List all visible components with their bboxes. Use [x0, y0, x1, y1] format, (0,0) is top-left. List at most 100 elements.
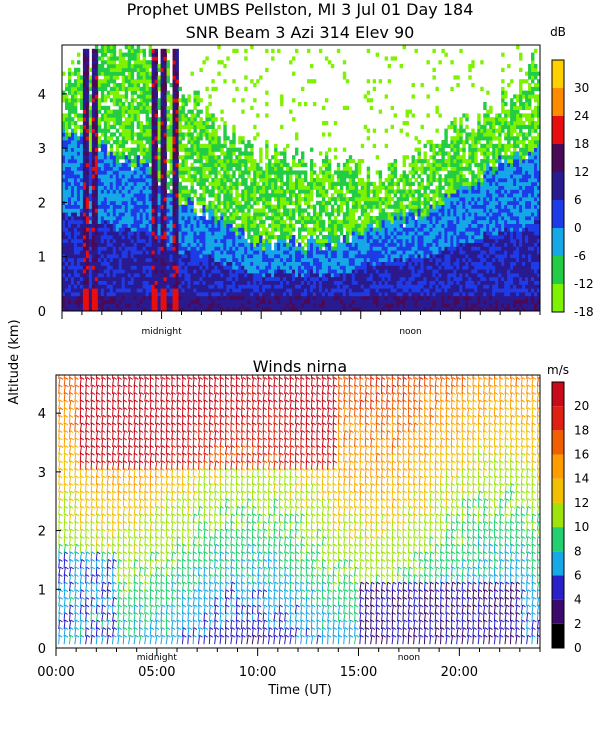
snr-cell — [312, 178, 317, 183]
snr-cell — [130, 67, 135, 72]
snr-cell — [295, 185, 299, 190]
snr-cell — [199, 303, 203, 308]
snr-cell — [163, 113, 167, 118]
snr-cell — [175, 90, 179, 95]
snr-cell — [298, 102, 302, 107]
snr-cell — [166, 174, 170, 179]
snr-cell — [172, 208, 176, 213]
snr-cell — [178, 238, 182, 243]
snr-cell — [109, 113, 114, 118]
snr-cell — [142, 200, 147, 205]
snr-cell — [196, 265, 200, 270]
snr-cell — [298, 273, 302, 278]
snr-cell — [301, 265, 305, 270]
snr-cell — [100, 64, 105, 69]
snr-cell — [106, 265, 111, 270]
snr-cell — [303, 162, 308, 167]
snr-cell — [265, 295, 269, 300]
snr-cell — [181, 227, 185, 232]
snr-cell — [336, 273, 341, 278]
snr-cell — [79, 276, 84, 281]
snr-cell — [133, 284, 138, 289]
snr-cell — [345, 212, 350, 217]
snr-cell — [103, 208, 108, 213]
snr-cell — [196, 303, 200, 308]
snr-cell — [232, 299, 236, 304]
snr-cell — [109, 185, 114, 190]
snr-cell — [121, 295, 126, 300]
snr-cell — [262, 280, 266, 285]
snr-cell — [327, 257, 332, 262]
snr-cell — [181, 303, 185, 308]
snr-cell — [118, 67, 123, 72]
snr-cell — [306, 246, 311, 251]
snr-cell — [262, 227, 266, 232]
snr-cell — [115, 83, 120, 88]
snr-cell — [88, 299, 93, 304]
snr-cell — [259, 307, 263, 311]
snr-cell — [136, 75, 141, 80]
snr-cell — [109, 307, 114, 311]
snr-cell — [318, 295, 323, 300]
snr-cell — [130, 121, 135, 126]
snr-cell — [112, 246, 117, 251]
snr-cell — [109, 90, 114, 95]
snr-cell — [280, 288, 284, 293]
snr-cell — [94, 174, 99, 179]
snr-cell — [253, 288, 257, 293]
snr-cell — [127, 204, 132, 209]
snr-cell — [217, 136, 221, 141]
snr-cell — [178, 265, 182, 270]
snr-cell — [172, 235, 176, 240]
snr-cell — [67, 181, 72, 186]
snr-cell — [67, 231, 72, 236]
snr-cell — [73, 273, 78, 278]
snr-cell — [277, 223, 281, 228]
snr-cell — [142, 242, 147, 247]
snr-cell — [169, 124, 173, 129]
snr-cell — [85, 52, 90, 57]
snr-cell — [88, 117, 93, 122]
snr-cell — [85, 151, 90, 156]
snr-cell — [199, 231, 203, 236]
snr-cell — [306, 212, 311, 217]
snr-cell — [306, 193, 311, 198]
snr-cell — [238, 216, 242, 221]
snr-cell — [250, 284, 254, 289]
snr-cell — [166, 75, 170, 80]
snr-cell — [271, 307, 275, 311]
snr-cell — [238, 193, 242, 198]
snr-cell — [309, 185, 314, 190]
snr-cell — [79, 124, 84, 129]
snr-cell — [312, 227, 317, 232]
snr-cell — [351, 219, 356, 224]
snr-cell — [247, 250, 251, 255]
snr-cell — [124, 288, 129, 293]
snr-cell — [327, 185, 332, 190]
snr-cell — [160, 67, 164, 72]
snr-cell — [253, 227, 257, 232]
snr-cell — [151, 159, 156, 164]
snr-cell — [190, 162, 194, 167]
snr-cell — [324, 208, 329, 213]
snr-cell — [106, 162, 111, 167]
snr-cell — [70, 178, 75, 183]
snr-cell — [175, 246, 179, 251]
snr-cell — [109, 86, 114, 91]
snr-cell — [154, 200, 158, 205]
snr-cell — [259, 284, 263, 289]
snr-cell — [145, 238, 150, 243]
snr-cell — [205, 132, 209, 137]
snr-cell — [73, 250, 78, 255]
snr-cell — [70, 212, 75, 217]
snr-cell — [145, 90, 150, 95]
snr-cell — [196, 136, 200, 141]
snr-cell — [181, 280, 185, 285]
snr-cell — [333, 147, 338, 152]
snr-cell — [97, 162, 102, 167]
snr-cell — [166, 79, 170, 84]
snr-cell — [82, 98, 87, 103]
snr-cell — [330, 295, 335, 300]
snr-cell — [339, 178, 344, 183]
snr-cell — [109, 56, 114, 61]
